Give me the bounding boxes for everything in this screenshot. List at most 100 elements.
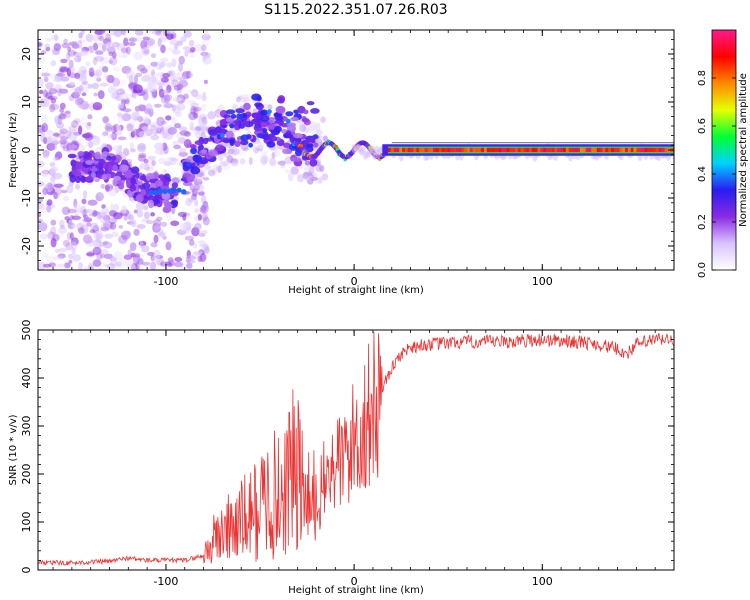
heatmap-cell	[248, 157, 253, 166]
heatmap-cell	[89, 229, 96, 234]
heatmap-cell	[93, 92, 98, 97]
heatmap-cell	[262, 103, 272, 110]
heatmap-cell	[127, 263, 136, 270]
heatmap-cell	[198, 168, 207, 173]
heatmap-cell	[116, 124, 122, 134]
heatmap-cell	[79, 205, 87, 215]
heatmap-cell	[150, 242, 158, 248]
heatmap-cell	[186, 162, 191, 167]
heatmap-cell	[101, 131, 107, 138]
heatmap-cell	[112, 66, 121, 72]
heatmap-cell	[109, 222, 117, 230]
heatmap-cell	[129, 142, 135, 151]
heatmap-cell	[55, 123, 64, 127]
heatmap-cell	[234, 119, 241, 125]
heatmap-cell	[106, 41, 112, 48]
heatmap-cell	[43, 263, 51, 268]
heatmap-cell	[534, 147, 538, 153]
heatmap-cell	[436, 147, 439, 153]
heatmap-cell	[74, 97, 84, 106]
heatmap-cell	[77, 53, 82, 63]
heatmap-cell	[100, 183, 105, 189]
heatmap-cell	[96, 42, 106, 47]
heatmap-cell	[274, 125, 282, 133]
heatmap-cell	[81, 144, 87, 151]
heatmap-cell	[92, 246, 102, 256]
heatmap-cell	[106, 263, 116, 270]
heatmap-cell	[95, 163, 104, 170]
heatmap-cell	[96, 77, 102, 82]
heatmap-cell	[133, 228, 140, 236]
heatmap-cell	[390, 147, 394, 153]
heatmap-cell	[57, 228, 65, 236]
heatmap-cell	[186, 222, 193, 228]
heatmap-cell	[109, 256, 118, 262]
heatmap-cell	[41, 122, 49, 133]
heatmap-cell	[81, 92, 87, 97]
heatmap-cell	[512, 147, 516, 153]
heatmap-cell	[46, 143, 56, 151]
heatmap-cell	[190, 47, 196, 52]
heatmap-cell	[124, 99, 130, 104]
heatmap-cell	[202, 134, 207, 139]
heatmap-cell	[201, 38, 210, 47]
heatmap-cell	[50, 219, 57, 226]
heatmap-cell	[82, 190, 88, 200]
heatmap-cell	[235, 96, 241, 103]
heatmap-cell	[162, 89, 171, 94]
heatmap-cell	[158, 174, 165, 180]
heatmap-cell	[285, 118, 291, 124]
heatmap-cell	[543, 147, 547, 153]
heatmap-cell	[503, 147, 507, 153]
heatmap-cell	[658, 147, 662, 153]
heatmap-cell	[150, 61, 158, 67]
heatmap-cell	[154, 194, 162, 200]
heatmap-cell	[118, 258, 127, 269]
heatmap-cell	[43, 76, 49, 83]
heatmap-cell	[165, 30, 176, 35]
y-tick-label: 500	[20, 320, 33, 341]
heatmap-cell	[256, 133, 265, 139]
heatmap-cell	[515, 147, 518, 153]
heatmap-cell	[242, 120, 250, 126]
heatmap-cell	[110, 30, 116, 36]
heatmap-cell	[517, 147, 521, 153]
heatmap-cell	[103, 264, 108, 268]
heatmap-cell	[165, 213, 172, 221]
heatmap-cell	[92, 259, 102, 267]
heatmap-cell	[157, 37, 162, 47]
heatmap-cell	[134, 265, 143, 270]
heatmap-cell	[220, 133, 225, 139]
heatmap-cell	[69, 174, 77, 183]
heatmap-cell	[407, 147, 411, 153]
heatmap-cell	[80, 209, 89, 215]
heatmap-cell	[605, 147, 609, 153]
heatmap-cell	[152, 93, 157, 99]
heatmap-cell	[113, 30, 123, 38]
heatmap-cell	[202, 177, 210, 181]
heatmap-cell	[60, 58, 68, 64]
heatmap-cell	[248, 142, 254, 148]
heatmap-cell	[50, 227, 57, 233]
heatmap-cell	[79, 38, 86, 43]
heatmap-cell	[283, 142, 291, 149]
heatmap-cell	[156, 82, 164, 87]
heatmap-cell	[191, 89, 199, 98]
heatmap-cell	[112, 51, 117, 59]
heatmap-cell	[396, 147, 400, 153]
heatmap-cell	[203, 30, 209, 37]
heatmap-cell	[85, 33, 94, 43]
heatmap-cell	[121, 164, 129, 172]
heatmap-cell	[38, 222, 48, 232]
x-tick-label: 0	[351, 575, 358, 588]
heatmap-cell	[82, 221, 88, 226]
heatmap-cell	[61, 206, 71, 215]
heatmap-cell	[67, 46, 72, 53]
heatmap-cell	[83, 209, 93, 213]
heatmap-cell	[156, 257, 164, 266]
heatmap-cell	[318, 164, 325, 172]
heatmap-cell	[97, 253, 104, 260]
heatmap-cell	[123, 169, 133, 179]
heatmap-cell	[58, 227, 68, 234]
heatmap-cell	[108, 210, 118, 217]
